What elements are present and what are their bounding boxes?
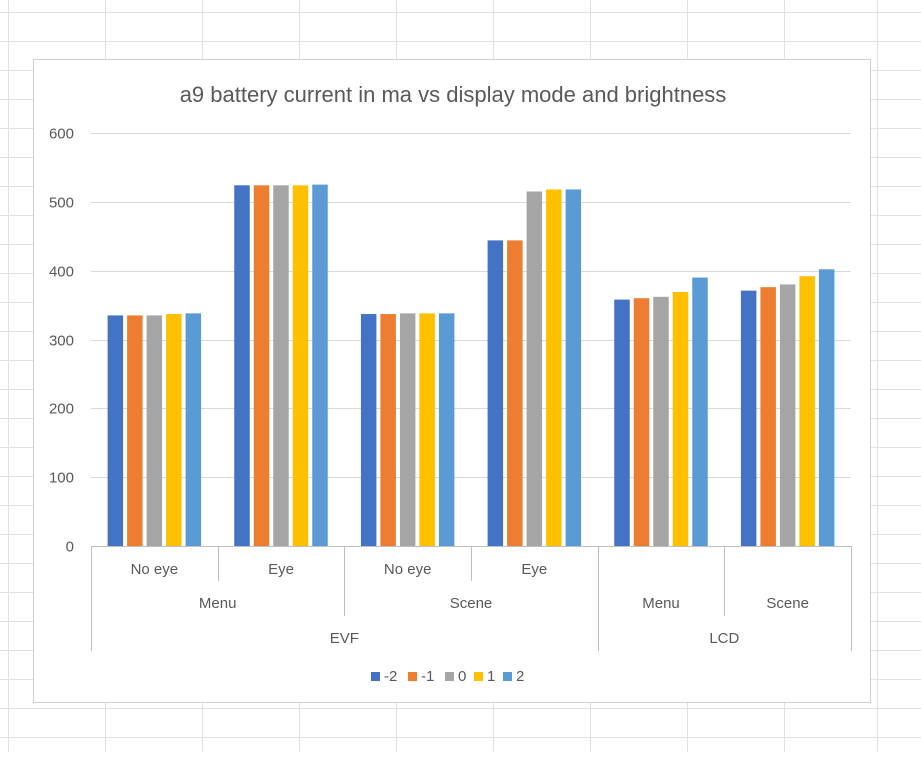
y-tick-label: 200 xyxy=(49,401,74,418)
supergroup-label: LCD xyxy=(709,630,739,647)
bar-series--2-cat-4[interactable] xyxy=(614,299,630,546)
group-label: Scene xyxy=(766,595,809,612)
bar-series-1-cat-2[interactable] xyxy=(419,313,435,546)
legend-swatch xyxy=(474,672,483,681)
bar-series--2-cat-5[interactable] xyxy=(740,290,757,546)
legend-label: 1 xyxy=(487,668,495,685)
bar-series--2-cat-1[interactable] xyxy=(234,185,250,546)
gridlines: 0 100 200 300 400 500 600 xyxy=(49,126,851,556)
category-label: No eye xyxy=(384,561,432,578)
legend: -2 -1 0 1 2 xyxy=(371,668,524,685)
y-tick-label: 300 xyxy=(49,333,74,350)
legend-label: -1 xyxy=(421,668,434,685)
y-tick-label: 500 xyxy=(49,195,74,212)
legend-swatch xyxy=(445,672,454,681)
bar-series-1-cat-4[interactable] xyxy=(672,292,689,546)
bar-series-0-cat-1[interactable] xyxy=(273,185,289,546)
bar-series-0-cat-0[interactable] xyxy=(146,315,163,546)
bar-series--2-cat-2[interactable] xyxy=(360,314,377,546)
chart-title: a9 battery current in ma vs display mode… xyxy=(180,82,727,107)
bar-series-2-cat-3[interactable] xyxy=(565,189,582,546)
legend-label: 0 xyxy=(458,668,466,685)
bar-series-0-cat-5[interactable] xyxy=(779,284,796,546)
bar-series-2-cat-4[interactable] xyxy=(692,277,708,546)
category-axis: No eye Eye No eye Eye Menu Scene Menu Scene EVF L… xyxy=(91,546,852,651)
bar-series-2-cat-5[interactable] xyxy=(818,269,835,546)
bar-series-1-cat-1[interactable] xyxy=(292,185,309,546)
bar-chart: a9 battery current in ma vs display mode… xyxy=(49,82,852,685)
bar-series--2-cat-0[interactable] xyxy=(107,315,124,546)
bar-series--2-cat-3[interactable] xyxy=(487,240,504,546)
bar-series--1-cat-4[interactable] xyxy=(633,298,650,546)
bar-series--1-cat-3[interactable] xyxy=(507,240,523,546)
supergroup-label: EVF xyxy=(330,630,359,647)
group-label: Scene xyxy=(450,595,493,612)
bar-series-2-cat-1[interactable] xyxy=(312,184,328,546)
category-label: No eye xyxy=(131,561,179,578)
bar-series-1-cat-0[interactable] xyxy=(166,314,182,546)
bar-series-2-cat-2[interactable] xyxy=(438,313,455,546)
bar-series-0-cat-3[interactable] xyxy=(526,191,543,546)
legend-swatch xyxy=(503,672,512,681)
bar-series-0-cat-4[interactable] xyxy=(653,296,669,546)
bars xyxy=(107,184,835,546)
bar-series--1-cat-5[interactable] xyxy=(760,287,776,546)
bar-series-1-cat-3[interactable] xyxy=(546,189,562,546)
y-tick-label: 0 xyxy=(66,539,74,556)
group-label: Menu xyxy=(642,595,680,612)
legend-label: 2 xyxy=(516,668,524,685)
legend-label: -2 xyxy=(384,668,397,685)
bar-series--1-cat-2[interactable] xyxy=(380,314,396,546)
bar-series-1-cat-5[interactable] xyxy=(799,276,815,546)
category-label: Eye xyxy=(268,561,294,578)
bar-series--1-cat-1[interactable] xyxy=(253,185,270,546)
bar-series-0-cat-2[interactable] xyxy=(399,313,416,546)
group-label: Menu xyxy=(199,595,237,612)
legend-swatch xyxy=(408,672,417,681)
bar-series--1-cat-0[interactable] xyxy=(127,315,143,546)
legend-swatch xyxy=(371,672,380,681)
chart-area[interactable]: a9 battery current in ma vs display mode… xyxy=(33,59,871,703)
y-tick-label: 400 xyxy=(49,264,74,281)
category-label: Eye xyxy=(521,561,547,578)
bar-series-2-cat-0[interactable] xyxy=(185,313,202,546)
y-tick-label: 600 xyxy=(49,126,74,143)
y-tick-label: 100 xyxy=(49,470,74,487)
